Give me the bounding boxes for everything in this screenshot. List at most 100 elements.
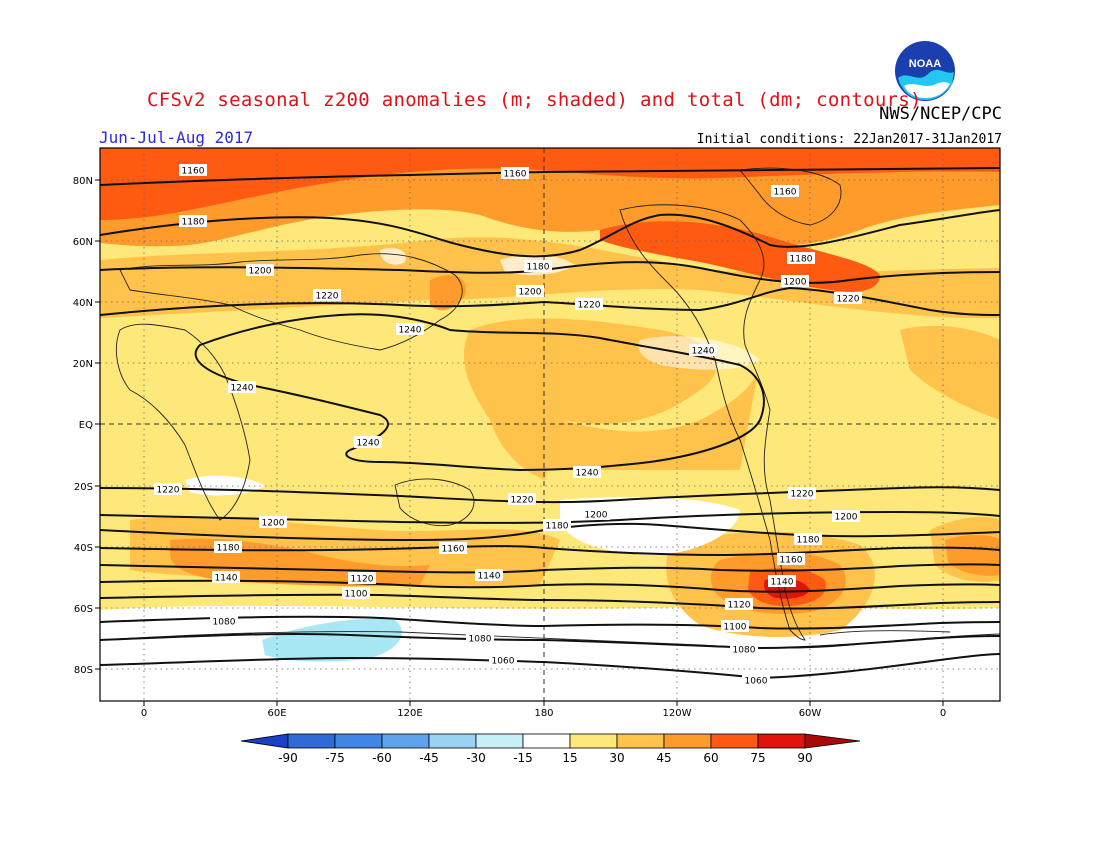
contour-labels: 1160 1160 1160 1180 1180 1180 1200 1200 …	[154, 164, 916, 687]
colorbar-label: 90	[797, 751, 812, 765]
contour-label-text: 1220	[837, 295, 860, 305]
contour-label: 1080	[210, 615, 238, 628]
contour-label: 1140	[768, 575, 796, 588]
contour-label: 1140	[212, 571, 240, 584]
contour-label-text: 1180	[527, 263, 550, 273]
contour-label: 1200	[516, 285, 544, 298]
contour-label-text: 1160	[504, 170, 527, 180]
colorbar-cell	[287, 733, 336, 749]
colorbar-cell	[710, 733, 759, 749]
contour-label: 1180	[524, 260, 552, 273]
lat-label: 40N	[73, 298, 93, 309]
noaa-logo: NOAA	[895, 41, 955, 101]
contour-label-text: 1200	[519, 288, 542, 298]
contour-label: 1220	[154, 483, 182, 496]
colorbar	[240, 733, 861, 749]
colorbar-cell	[757, 733, 806, 749]
contour-label-text: 1120	[728, 601, 751, 611]
colorbar-label: 45	[656, 751, 671, 765]
contour-label: 1240	[573, 466, 601, 479]
contour-label-text: 1220	[511, 496, 534, 506]
contour-label: 1200	[781, 275, 809, 288]
contour-label: 1240	[396, 323, 424, 336]
contour-label-text: 1200	[262, 519, 285, 529]
contour-label-text: 1240	[231, 384, 254, 394]
lon-label: 0	[940, 708, 946, 719]
contour-label: 1100	[342, 587, 370, 600]
colorbar-cell	[663, 733, 712, 749]
contour-label: 1220	[788, 487, 816, 500]
season-label: Jun-Jul-Aug 2017	[99, 128, 254, 147]
contour-label: 1160	[777, 553, 805, 566]
lat-label: 20S	[74, 482, 93, 493]
contour-label-text: 1160	[774, 188, 797, 198]
contour-label: 1100	[721, 620, 749, 633]
contour-label-text: 1080	[213, 618, 236, 628]
contour-label: 1220	[313, 289, 341, 302]
colorbar-label: -15	[513, 751, 533, 765]
contour-label: 1200	[259, 516, 287, 529]
contour-label: 1200	[582, 508, 610, 521]
lon-label: 60W	[799, 708, 822, 719]
lon-label: 0	[141, 708, 147, 719]
contour-label: 1160	[179, 164, 207, 177]
contour-label: 1160	[771, 185, 799, 198]
contour-label-text: 1160	[442, 545, 465, 555]
contour-label-text: 1240	[399, 326, 422, 336]
contour-label-text: 1120	[351, 575, 374, 585]
anomaly-fill-neg15-30	[262, 618, 402, 662]
contour-label-text: 1220	[578, 301, 601, 311]
contour-label-text: 1160	[182, 167, 205, 177]
contour-label-text: 1100	[345, 590, 368, 600]
lat-label: 60S	[74, 604, 93, 615]
contour-label-text: 1240	[576, 469, 599, 479]
colorbar-label: -75	[325, 751, 345, 765]
lat-label: 60N	[73, 237, 93, 248]
lat-labels: 80N 60N 40N 20N EQ 20S 40S 60S 80S	[73, 176, 93, 676]
colorbar-cell	[381, 733, 430, 749]
lon-label: 180	[534, 708, 553, 719]
lon-label: 120W	[663, 708, 692, 719]
contour-label-text: 1060	[745, 677, 768, 687]
colorbar-label: 60	[703, 751, 718, 765]
lat-label: 80S	[74, 665, 93, 676]
contour-label-text: 1180	[797, 536, 820, 546]
contour-label: 1180	[787, 252, 815, 265]
contour-label-text: 1140	[478, 572, 501, 582]
contour-label-text: 1140	[215, 574, 238, 584]
contour-label-text: 1200	[249, 267, 272, 277]
contour-label-text: 1100	[724, 623, 747, 633]
contour-label-text: 1160	[780, 556, 803, 566]
contour-label-text: 1220	[157, 486, 180, 496]
contour-label-text: 1240	[357, 439, 380, 449]
contour-label-text: 1080	[733, 646, 756, 656]
contour-label-text: 1080	[469, 635, 492, 645]
contour-label-text: 1180	[182, 218, 205, 228]
initial-conditions: Initial conditions: 22Jan2017-31Jan2017	[696, 132, 1002, 147]
colorbar-cell	[616, 733, 665, 749]
colorbar-arrow-right	[804, 733, 861, 749]
colorbar-cell	[334, 733, 383, 749]
colorbar-cell	[522, 733, 571, 749]
contour-label-text: 1180	[790, 255, 813, 265]
lat-label: 80N	[73, 176, 93, 187]
contour-label-text: 1140	[771, 578, 794, 588]
contour-label-text: 1200	[784, 278, 807, 288]
contour-label-text: 1060	[492, 657, 515, 667]
colorbar-label: 30	[609, 751, 624, 765]
contour-label: 1240	[228, 381, 256, 394]
contour-label: 1200	[832, 510, 860, 523]
contour-label: 1200	[246, 264, 274, 277]
colorbar-label: -45	[419, 751, 439, 765]
contour-label: 1060	[742, 674, 770, 687]
contour-label: 1120	[725, 598, 753, 611]
contour-label-text: 1180	[546, 522, 569, 532]
agency-label: NWS/NCEP/CPC	[879, 104, 1002, 124]
contour-label: 1220	[888, 474, 916, 487]
contour-label: 1220	[508, 493, 536, 506]
contour-label-text: 1220	[791, 490, 814, 500]
contour-label-text: 1240	[692, 347, 715, 357]
contour-label: 1180	[794, 533, 822, 546]
contour-label: 1180	[214, 541, 242, 554]
lat-label: 40S	[74, 543, 93, 554]
